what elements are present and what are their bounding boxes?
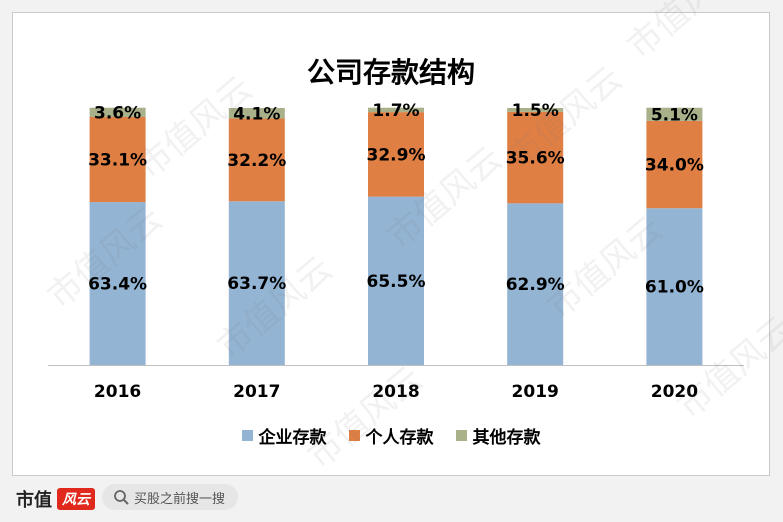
legend-item-personal: 个人存款 bbox=[348, 423, 434, 448]
legend-swatch-personal bbox=[348, 430, 360, 441]
x-tick-label-2020: 2020 bbox=[651, 382, 698, 402]
legend-item-other: 其他存款 bbox=[455, 423, 541, 448]
footer-bar: 市值 风云 买股之前搜一搜 bbox=[0, 478, 783, 522]
data-label-2018-1: 32.9% bbox=[367, 145, 426, 165]
data-label-2016-1: 33.1% bbox=[88, 151, 147, 171]
x-tick-label-2017: 2017 bbox=[233, 382, 280, 402]
bar-segment-2018-0 bbox=[368, 196, 424, 365]
search-box[interactable]: 买股之前搜一搜 bbox=[102, 484, 238, 510]
chart-plot: 63.4% 33.1% 3.6% 2016 63.7% 32.2% 4.1% 2017 65.5… bbox=[48, 101, 744, 402]
search-placeholder: 买股之前搜一搜 bbox=[134, 491, 226, 507]
bar-segment-2019-2 bbox=[507, 108, 564, 112]
data-label-2020-1: 34.0% bbox=[645, 156, 704, 176]
bar-segment-2017-0 bbox=[228, 201, 285, 365]
data-label-2018-2: 1.7% bbox=[372, 101, 419, 121]
bar-segment-2020-0 bbox=[646, 208, 703, 365]
bar-segment-2020-1 bbox=[646, 120, 703, 209]
data-label-2020-0: 61.0% bbox=[645, 278, 704, 298]
bar-segment-2019-1 bbox=[507, 111, 564, 204]
bar-segment-2018-2 bbox=[368, 107, 424, 113]
data-label-2019-2: 1.5% bbox=[512, 101, 559, 121]
bar-segment-2019-0 bbox=[507, 203, 564, 365]
x-tick-label-2019: 2019 bbox=[512, 382, 559, 402]
x-tick-label-2016: 2016 bbox=[94, 382, 141, 402]
brand-logo[interactable]: 市值 风云 bbox=[16, 486, 95, 512]
data-label-2017-1: 32.2% bbox=[227, 151, 286, 171]
bar-segment-2018-1 bbox=[368, 112, 424, 197]
legend-item-corporate: 企业存款 bbox=[241, 423, 327, 448]
legend-label-other: 其他存款 bbox=[472, 428, 541, 448]
bar-segment-2020-2 bbox=[646, 107, 703, 121]
data-label-2018-0: 65.5% bbox=[367, 272, 426, 292]
brand-logo-mark: 风云 bbox=[57, 488, 95, 510]
data-label-2019-0: 62.9% bbox=[506, 275, 565, 295]
legend-swatch-other bbox=[455, 430, 467, 441]
data-label-2017-0: 63.7% bbox=[227, 274, 286, 294]
legend-label-personal: 个人存款 bbox=[365, 428, 434, 448]
data-label-2019-1: 35.6% bbox=[506, 149, 565, 169]
brand-name: 市值 bbox=[16, 490, 52, 511]
bar-segment-2016-0 bbox=[89, 202, 146, 365]
search-icon bbox=[114, 490, 129, 505]
chart-card: 公司存款结构 63.4% 33.1% 3.6% 2016 63.7% 32.2% 4.1% 2… bbox=[12, 12, 770, 476]
data-label-2016-0: 63.4% bbox=[88, 275, 147, 295]
bar-segment-2017-2 bbox=[228, 108, 285, 119]
data-label-2020-2: 5.1% bbox=[651, 105, 698, 125]
data-label-2017-2: 4.1% bbox=[233, 104, 280, 124]
bar-segment-2017-1 bbox=[228, 118, 285, 202]
chart-title: 公司存款结构 bbox=[306, 56, 475, 89]
bar-segment-2016-2 bbox=[89, 107, 146, 117]
legend-label-corporate: 企业存款 bbox=[258, 428, 327, 448]
legend-swatch-corporate bbox=[241, 430, 253, 441]
x-tick-label-2018: 2018 bbox=[372, 382, 419, 402]
chart-legend: 企业存款 个人存款 其他存款 bbox=[13, 423, 769, 448]
bar-segment-2016-1 bbox=[89, 116, 146, 203]
data-label-2016-2: 3.6% bbox=[94, 103, 141, 123]
